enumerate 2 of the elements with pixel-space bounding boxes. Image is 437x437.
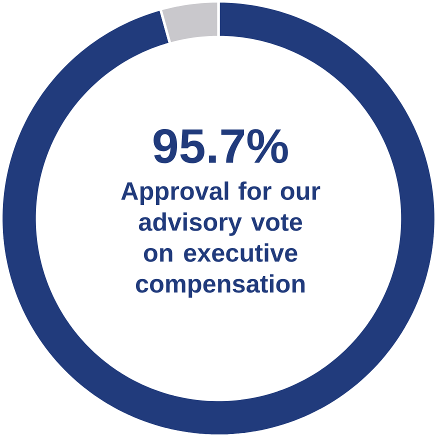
data-label: 95.7% <box>154 128 288 164</box>
text: Approval for our advisory vote on executive compensation <box>121 181 320 298</box>
